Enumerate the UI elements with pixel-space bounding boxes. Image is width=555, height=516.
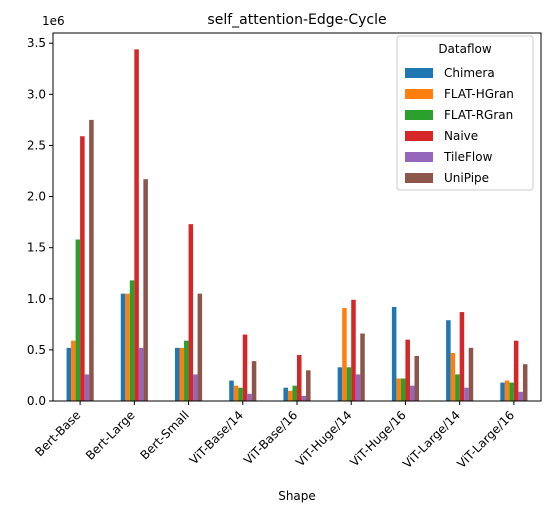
x-axis-label: Shape	[278, 489, 316, 503]
bar	[242, 334, 248, 401]
bar	[301, 395, 307, 401]
y-tick-label: 3.0	[27, 87, 46, 101]
bar	[459, 312, 465, 401]
bar	[292, 385, 297, 401]
x-tick-label: Bert-Small	[137, 408, 191, 462]
bar	[89, 119, 94, 401]
x-tick-label: Bert-Base	[32, 408, 83, 459]
bar	[238, 387, 243, 401]
bar	[71, 340, 76, 401]
bar	[120, 293, 126, 401]
bar	[342, 307, 347, 401]
bar	[197, 293, 203, 401]
x-tick-label: ViT-Base/16	[241, 408, 300, 467]
bar	[75, 239, 81, 401]
x-tick-label: ViT-Huge/14	[293, 408, 354, 469]
bar	[351, 299, 356, 401]
x-axis-ticks: Bert-Base Bert-Large Bert-SmallViT-Base/14…	[32, 401, 517, 471]
bar	[518, 391, 523, 401]
bar	[175, 347, 180, 401]
bar	[509, 382, 514, 401]
legend-swatch	[405, 68, 433, 78]
bar	[306, 370, 311, 401]
y-tick-label: 0.0	[27, 394, 46, 408]
y-tick-label: 1.0	[27, 292, 46, 306]
legend-label: UniPipe	[444, 171, 489, 185]
legend-label: Chimera	[444, 66, 495, 80]
bars-layer	[66, 49, 528, 402]
bar	[143, 179, 148, 401]
bar	[522, 364, 528, 401]
bar	[400, 378, 406, 401]
y-tick-label: 2.0	[27, 190, 46, 204]
bar	[396, 378, 401, 401]
bar	[297, 355, 302, 401]
bar	[283, 387, 288, 401]
bar	[355, 374, 361, 401]
bar	[193, 374, 198, 401]
bar	[138, 347, 144, 401]
x-tick-label: ViT-Large/16	[454, 408, 517, 471]
bar	[247, 393, 252, 401]
legend-label: Naive	[444, 129, 478, 143]
x-tick-label: Bert-Large	[83, 408, 138, 463]
bar	[464, 387, 469, 401]
bar	[80, 136, 85, 402]
bar	[500, 382, 505, 401]
legend-swatch	[405, 110, 433, 120]
bar	[134, 49, 139, 402]
bar	[391, 306, 397, 401]
x-tick-label: ViT-Base/14	[187, 408, 246, 467]
legend-swatch	[405, 152, 433, 162]
legend-swatch	[405, 173, 433, 183]
bar	[405, 339, 410, 401]
legend-title: Dataflow	[438, 42, 492, 56]
bar	[513, 340, 519, 401]
y-tick-label: 2.5	[27, 138, 46, 152]
y-axis-scale-label: 1e6	[42, 14, 65, 28]
bar	[179, 347, 185, 401]
bar	[346, 367, 352, 401]
bar	[414, 356, 419, 401]
legend-label: FLAT-RGran	[444, 108, 513, 122]
bar	[409, 385, 415, 401]
bar	[455, 374, 460, 401]
y-axis-ticks: 0.0 0.5 1.0 1.5 2.0 2.5 3.0 3.5	[27, 36, 53, 408]
bar	[504, 380, 510, 401]
legend-label: FLAT-HGran	[444, 87, 514, 101]
legend-items: Chimera FLAT-HGran FLAT-RGran Naive TileFlow…	[405, 66, 514, 185]
bar	[337, 367, 343, 401]
y-tick-label: 3.5	[27, 36, 46, 50]
bar	[229, 380, 234, 401]
bar	[66, 347, 72, 401]
bar	[446, 320, 451, 401]
legend-swatch	[405, 131, 433, 141]
bar	[84, 374, 90, 401]
bar	[287, 390, 293, 401]
bar	[125, 293, 130, 401]
y-tick-label: 0.5	[27, 343, 46, 357]
legend-label: TileFlow	[443, 150, 493, 164]
bar	[233, 385, 239, 401]
bar	[184, 340, 189, 401]
y-tick-label: 1.5	[27, 241, 46, 255]
bar	[129, 280, 135, 401]
bar	[251, 361, 257, 401]
bar	[450, 352, 456, 401]
bar	[468, 347, 474, 401]
legend: Dataflow Chimera FLAT-HGran FLAT-RGran Naiv…	[396, 35, 534, 191]
chart-title: self_attention-Edge-Cycle	[207, 12, 386, 28]
legend-swatch	[405, 89, 433, 99]
bar	[360, 333, 365, 401]
bar	[188, 224, 194, 401]
